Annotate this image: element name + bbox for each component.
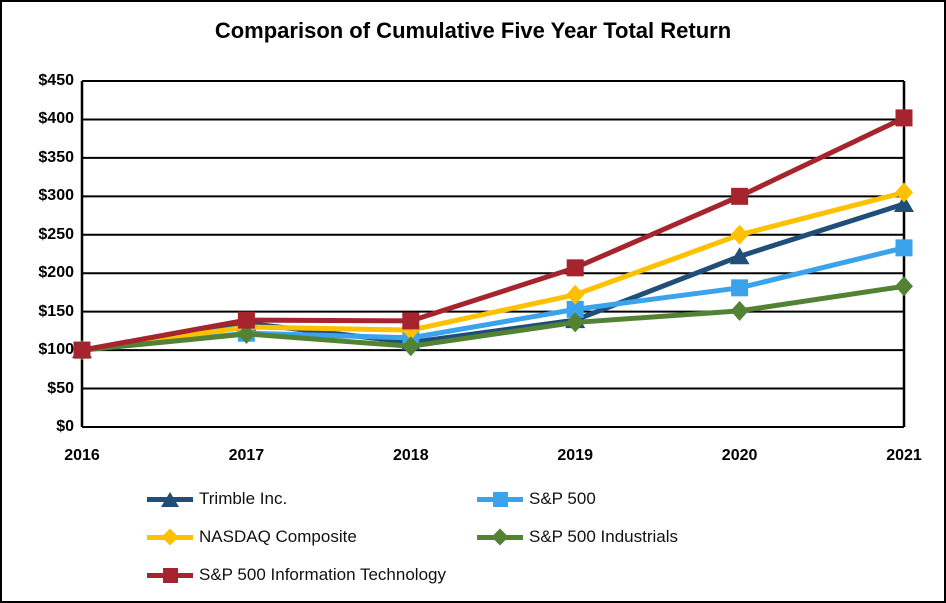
y-axis-tick-label: $100 [38,341,74,359]
x-axis-tick-label: 2020 [721,447,758,464]
y-axis-tick-label: $150 [38,302,74,320]
legend-square-marker-icon [147,565,193,585]
y-axis-tick-label: $400 [38,110,74,128]
x-axis-tick-label: 2017 [228,447,265,464]
legend-label: S&P 500 Industrials [529,526,678,546]
legend-item: S&P 500 Industrials [477,524,807,549]
legend-item: NASDAQ Composite [147,524,477,549]
data-point-square [566,300,584,318]
data-point-diamond [566,312,585,333]
data-point-square [895,109,913,127]
legend-label: S&P 500 [529,488,596,508]
legend-diamond-marker-icon [477,527,523,547]
y-axis-tick-label: $0 [56,418,74,435]
y-axis-tick-label: $300 [38,187,74,205]
y-axis-tick-label: $50 [47,379,74,397]
legend-item: S&P 500 Information Technology [147,562,477,587]
series-line-s-p-500-information-technology [81,115,906,353]
legend-label: NASDAQ Composite [199,526,357,546]
data-point-square [402,312,420,330]
chart-title: Comparison of Cumulative Five Year Total… [214,18,732,43]
series-line-s-p-500-industrials [81,283,905,353]
legend-item: Trimble Inc. [147,486,477,511]
data-point-triangle [729,247,750,265]
data-point-square [237,311,255,329]
y-axis-tick-label: $350 [38,148,74,166]
data-point-diamond [566,284,585,305]
data-point-square [895,239,913,257]
data-point-diamond [237,323,256,344]
legend-square-marker-icon [477,489,523,509]
data-point-diamond [730,300,749,321]
series-line-nasdaq-composite [81,190,905,353]
data-point-square [73,341,91,359]
data-point-diamond [895,276,913,297]
x-axis-tick-label: 2021 [886,447,922,464]
data-point-diamond [730,224,749,245]
x-axis-tick-label: 2016 [64,447,100,464]
data-point-square [731,279,749,297]
legend-item: S&P 500 [477,486,807,511]
data-point-diamond [401,336,420,357]
legend-label: Trimble Inc. [199,488,288,508]
data-point-triangle [894,195,914,213]
legend-label: S&P 500 Information Technology [199,564,446,584]
legend: Trimble Inc. S&P 500 NASDAQ Composite S&P 5… [147,486,807,587]
y-axis-tick-label: $200 [38,264,74,282]
legend-triangle-marker-icon [147,489,193,509]
x-axis-tick-label: 2018 [393,447,429,464]
x-axis-tick-label: 2019 [557,447,593,464]
data-point-diamond [895,182,913,203]
legend-diamond-marker-icon [147,527,193,547]
y-axis-tick-label: $450 [38,72,74,89]
data-point-square [731,187,749,205]
y-axis-tick-label: $250 [38,225,74,243]
data-point-square [566,259,584,277]
series-line-trimble-inc- [81,201,905,353]
